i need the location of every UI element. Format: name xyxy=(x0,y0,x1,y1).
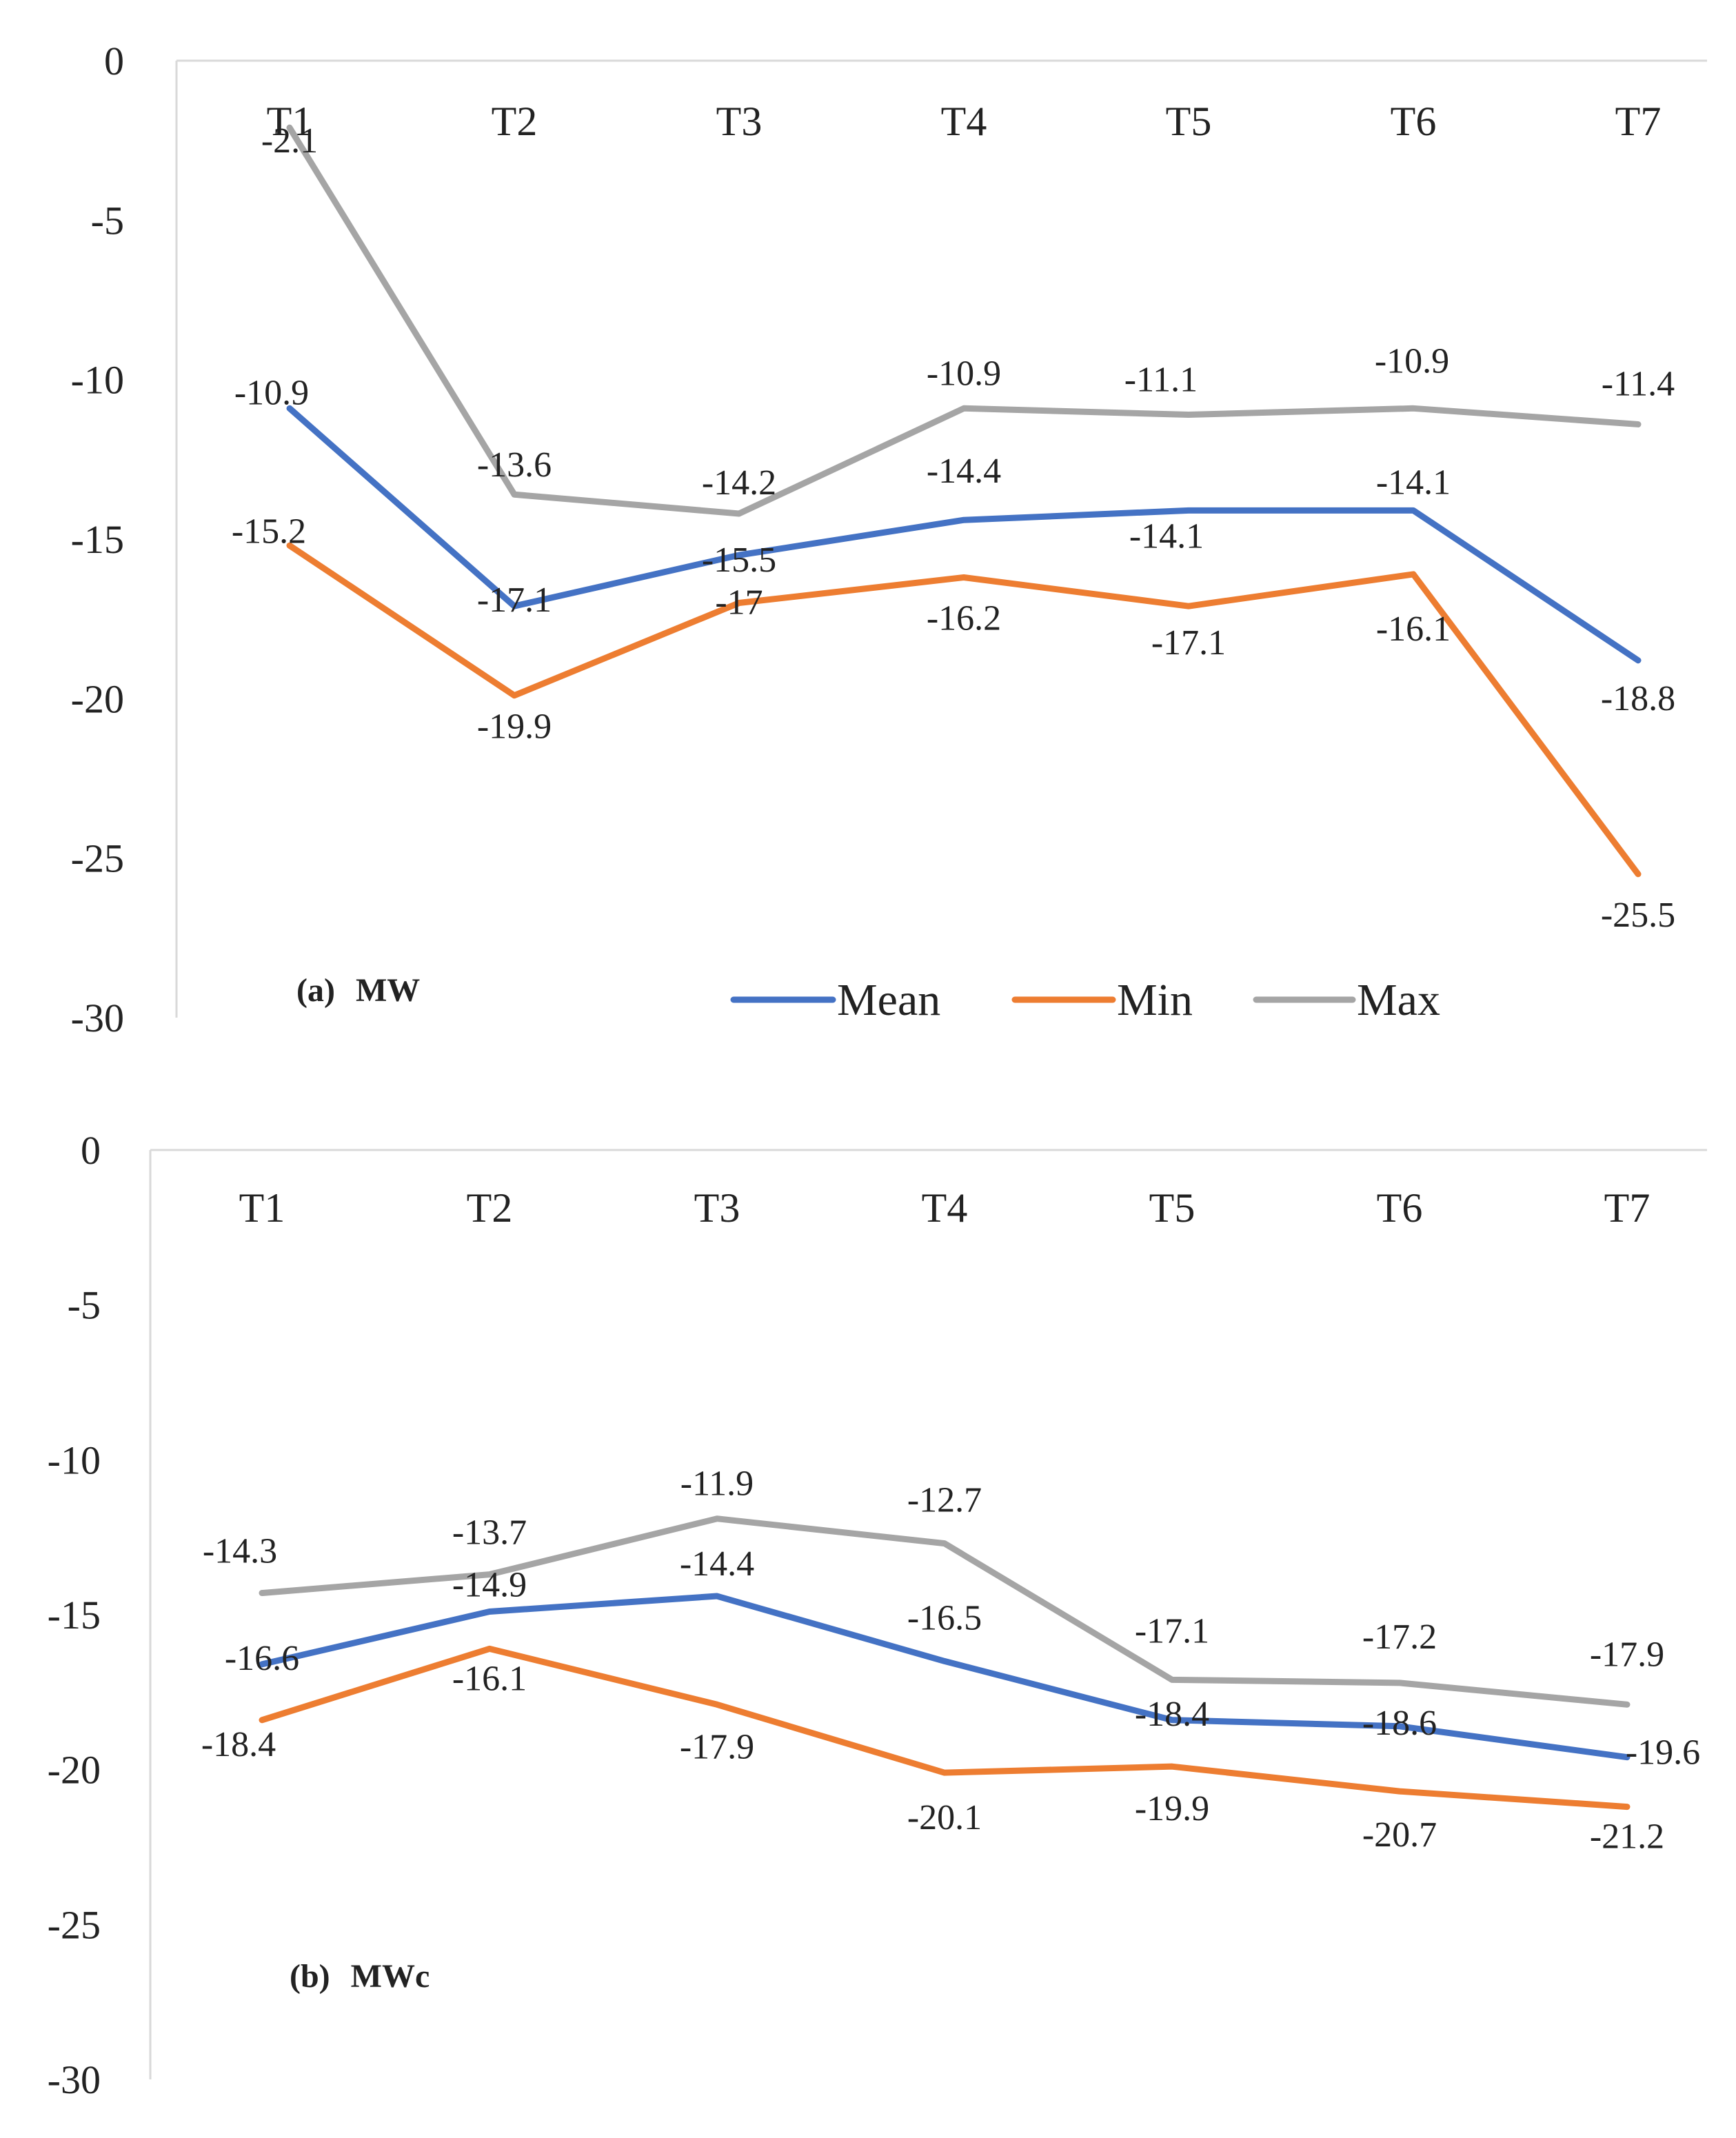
data-label-min: -17.9 xyxy=(680,1727,754,1766)
category-label: T4 xyxy=(941,99,987,144)
data-label-max: -17.1 xyxy=(1135,1611,1209,1651)
panel-label-name: MW xyxy=(356,972,420,1009)
y-tick-label: 0 xyxy=(81,1128,101,1173)
y-tick-label: -20 xyxy=(71,676,124,721)
y-tick-label: -30 xyxy=(71,996,124,1040)
data-label-max: -17.2 xyxy=(1362,1617,1437,1657)
data-label-mean: -19.6 xyxy=(1626,1733,1700,1773)
data-label-min: -18.4 xyxy=(201,1725,276,1764)
data-label-mean: -14.4 xyxy=(680,1544,754,1584)
data-label-max: -2.1 xyxy=(261,121,318,161)
category-label: T6 xyxy=(1391,99,1437,144)
data-label-min: -25.5 xyxy=(1601,896,1675,935)
data-label-mean: -14.4 xyxy=(927,452,1001,491)
category-label: T5 xyxy=(1149,1185,1195,1231)
data-label-mean: -16.6 xyxy=(225,1639,299,1678)
data-label-max: -12.7 xyxy=(907,1481,982,1520)
data-label-min: -20.1 xyxy=(907,1798,982,1837)
y-tick-label: -10 xyxy=(71,358,124,403)
data-label-max: -17.9 xyxy=(1590,1635,1664,1674)
data-label-max: -13.7 xyxy=(452,1513,527,1553)
legend-label-mean: Mean xyxy=(837,975,940,1025)
y-tick-label: -25 xyxy=(48,1902,101,1947)
data-label-max: -10.9 xyxy=(1375,341,1449,381)
data-label-mean: -18.6 xyxy=(1362,1704,1437,1743)
data-label-min: -16.2 xyxy=(927,599,1001,638)
data-label-mean: -18.8 xyxy=(1601,679,1675,718)
y-tick-label: -10 xyxy=(48,1438,101,1482)
data-label-mean: -14.9 xyxy=(452,1566,527,1605)
data-label-mean: -18.4 xyxy=(1135,1695,1209,1734)
data-label-min: -21.2 xyxy=(1590,1817,1664,1857)
y-tick-label: -25 xyxy=(71,836,124,881)
panel-label: (b) MWc xyxy=(290,1958,430,1995)
category-label: T3 xyxy=(716,99,763,144)
data-label-mean: -17.1 xyxy=(477,581,552,620)
legend-label-max: Max xyxy=(1357,975,1440,1025)
legend-label-min: Min xyxy=(1117,975,1193,1025)
data-label-mean: -10.9 xyxy=(234,373,309,412)
y-tick-label: -5 xyxy=(68,1283,101,1328)
category-label: T6 xyxy=(1377,1185,1423,1231)
data-label-min: -19.9 xyxy=(1135,1789,1209,1828)
data-label-mean: -16.5 xyxy=(907,1598,982,1637)
data-label-mean: -14.1 xyxy=(1129,516,1204,556)
data-label-max: -14.2 xyxy=(702,463,776,503)
panel-label: (a) MW xyxy=(296,972,420,1009)
data-label-min: -16.1 xyxy=(1376,609,1451,649)
category-label: T2 xyxy=(492,99,538,144)
category-label: T1 xyxy=(239,1185,285,1231)
data-label-mean: -14.1 xyxy=(1376,463,1451,502)
panel-label-name: MWc xyxy=(351,1958,430,1995)
panel-label-prefix: (a) xyxy=(296,972,335,1009)
data-label-max: -11.9 xyxy=(680,1464,754,1504)
data-label-min: -20.7 xyxy=(1362,1815,1437,1855)
y-tick-label: -30 xyxy=(48,2057,101,2102)
data-label-mean: -15.5 xyxy=(702,541,776,580)
category-label: T4 xyxy=(922,1185,968,1231)
data-label-max: -13.6 xyxy=(477,445,552,485)
data-label-max: -10.9 xyxy=(927,354,1001,393)
y-tick-label: -15 xyxy=(71,517,124,562)
category-label: T5 xyxy=(1166,99,1212,144)
category-label: T7 xyxy=(1615,99,1662,144)
y-tick-label: -20 xyxy=(48,1748,101,1793)
data-label-max: -14.3 xyxy=(203,1532,277,1571)
category-label: T7 xyxy=(1604,1185,1651,1231)
data-label-min: -15.2 xyxy=(232,512,306,551)
data-label-max: -11.1 xyxy=(1124,361,1198,400)
y-tick-label: 0 xyxy=(104,39,124,83)
data-label-min: -16.1 xyxy=(452,1659,527,1698)
panel-label-prefix: (b) xyxy=(290,1958,330,1995)
data-label-min: -17.1 xyxy=(1151,623,1226,663)
y-tick-label: -5 xyxy=(91,198,124,243)
category-label: T2 xyxy=(467,1185,513,1231)
data-label-min: -17 xyxy=(715,583,763,623)
category-label: T3 xyxy=(694,1185,740,1231)
data-label-min: -19.9 xyxy=(477,707,552,747)
y-tick-label: -15 xyxy=(48,1593,101,1637)
data-label-max: -11.4 xyxy=(1602,364,1675,403)
